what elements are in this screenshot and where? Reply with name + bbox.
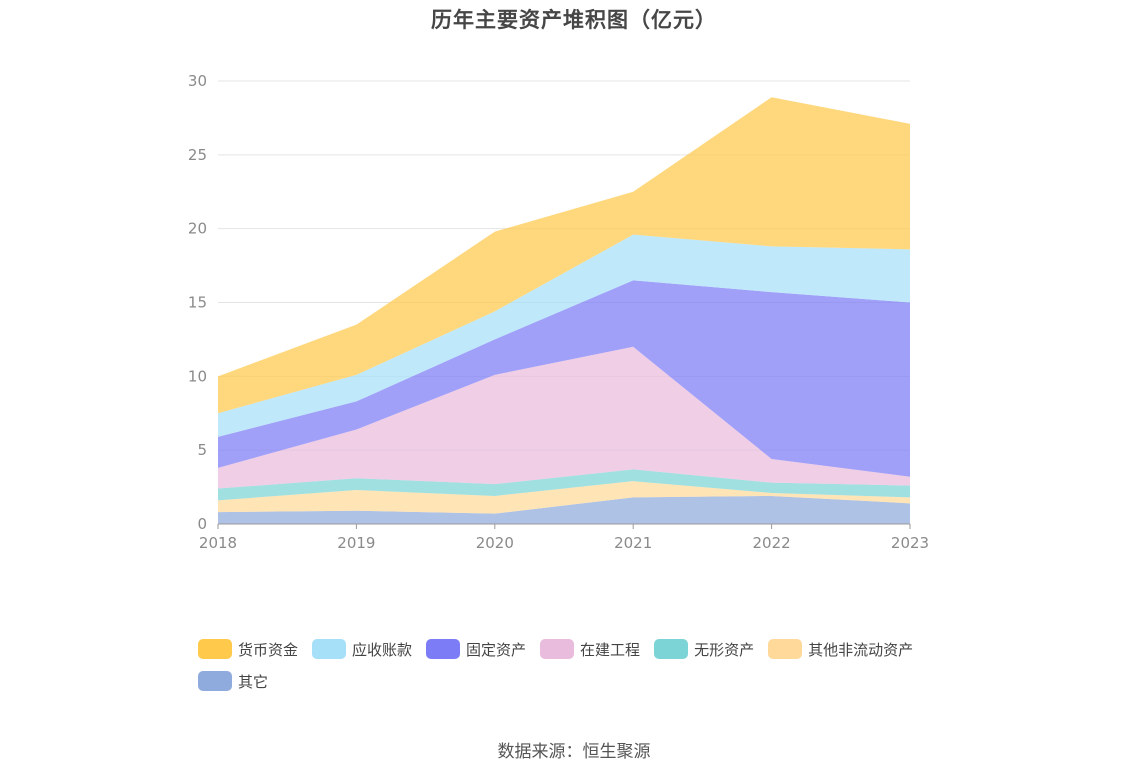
legend-label: 无形资产 <box>694 640 755 659</box>
area-series-4 <box>218 280 910 477</box>
y-tick-label: 15 <box>188 294 207 312</box>
area-series-1 <box>218 481 910 514</box>
legend-swatch <box>768 639 803 659</box>
legend-swatch <box>426 639 461 659</box>
legend-item[interactable]: 无形资产 <box>654 638 754 660</box>
legend-swatch <box>312 639 347 659</box>
x-tick-label: 2022 <box>753 534 791 552</box>
legend-item[interactable]: 在建工程 <box>540 638 640 660</box>
legend-item[interactable]: 其他非流动资产 <box>768 638 913 660</box>
legend-item[interactable]: 应收账款 <box>312 638 412 660</box>
x-tick-label: 2023 <box>891 534 929 552</box>
legend-item[interactable]: 其它 <box>198 670 268 692</box>
y-tick-label: 0 <box>197 515 207 533</box>
y-tick-label: 5 <box>197 441 207 459</box>
area-series-6 <box>218 97 910 414</box>
y-tick-label: 20 <box>188 220 207 238</box>
area-series <box>218 97 910 524</box>
legend-label: 固定资产 <box>466 640 527 659</box>
x-tick-label: 2018 <box>199 534 237 552</box>
legend-label: 其它 <box>238 672 269 691</box>
x-tick-label: 2020 <box>476 534 514 552</box>
chart-title: 历年主要资产堆积图（亿元） <box>431 8 717 32</box>
legend-swatch <box>198 639 232 659</box>
legend-label: 货币资金 <box>238 640 299 659</box>
area-series-3 <box>218 346 910 489</box>
area-series-0 <box>218 495 910 524</box>
area-series-2 <box>218 469 910 501</box>
legend-label: 在建工程 <box>580 640 641 659</box>
y-tick-label: 25 <box>188 146 207 164</box>
legend-label: 应收账款 <box>352 640 413 659</box>
x-tick-label: 2019 <box>337 534 375 552</box>
axes: 0 5 10 15 20 25 30 2018 2019 2020 2021 2022 2023 <box>188 72 929 552</box>
area-series-5 <box>218 234 910 437</box>
legend-swatch <box>198 671 232 691</box>
data-source-note: 数据来源：恒生聚源 <box>497 742 651 762</box>
x-tick-label: 2021 <box>614 534 652 552</box>
y-tick-label: 30 <box>188 72 207 90</box>
legend-item[interactable]: 货币资金 <box>198 638 298 660</box>
chart-legend: 货币资金 应收账款 固定资产 在建工程 无形资产 其他非流动资产其它 <box>198 638 978 692</box>
legend-swatch <box>654 639 689 659</box>
legend-swatch <box>540 639 575 659</box>
legend-item[interactable]: 固定资产 <box>426 638 526 660</box>
y-tick-label: 10 <box>188 367 207 385</box>
legend-label: 其他非流动资产 <box>808 640 914 659</box>
